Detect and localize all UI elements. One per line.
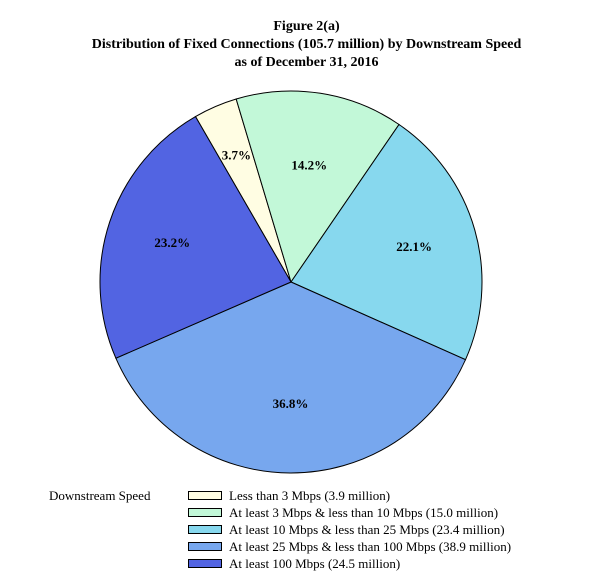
slice-label-1: 3.7% bbox=[222, 147, 251, 162]
legend-swatch-5 bbox=[188, 559, 222, 568]
legend-item-4: At least 25 Mbps & less than 100 Mbps (3… bbox=[188, 538, 511, 555]
slice-label-5: 23.2% bbox=[154, 235, 190, 250]
legend-item-5: At least 100 Mbps (24.5 million) bbox=[188, 555, 511, 572]
legend-item-1: Less than 3 Mbps (3.9 million) bbox=[188, 487, 511, 504]
legend-label-5: At least 100 Mbps (24.5 million) bbox=[229, 555, 401, 571]
figure-number: Figure 2(a) bbox=[273, 19, 340, 34]
slice-label-4: 36.8% bbox=[273, 396, 309, 411]
pie-slice-3 bbox=[290, 123, 483, 361]
legend-swatch-3 bbox=[188, 525, 222, 534]
legend-label-3: At least 10 Mbps & less than 25 Mbps (23… bbox=[229, 521, 505, 537]
title-line-1: Distribution of Fixed Connections (105.7… bbox=[91, 37, 522, 52]
pie-slice-5 bbox=[99, 115, 292, 359]
title-line-2: as of December 31, 2016 bbox=[234, 55, 379, 70]
legend-item-3: At least 10 Mbps & less than 25 Mbps (23… bbox=[188, 521, 511, 538]
legend-swatch-4 bbox=[188, 542, 222, 551]
legend-swatch-1 bbox=[188, 491, 222, 500]
legend-item-2: At least 3 Mbps & less than 10 Mbps (15.… bbox=[188, 504, 511, 521]
legend-heading: Downstream Speed bbox=[49, 488, 151, 503]
chart-title: Figure 2(a) Distribution of Fixed Connec… bbox=[0, 18, 613, 72]
legend-label-1: Less than 3 Mbps (3.9 million) bbox=[229, 487, 391, 503]
pie-slice-2 bbox=[235, 90, 400, 284]
legend-swatch-2 bbox=[188, 508, 222, 517]
legend-label-2: At least 3 Mbps & less than 10 Mbps (15.… bbox=[229, 504, 499, 520]
legend: Less than 3 Mbps (3.9 million) At least 3… bbox=[188, 487, 511, 572]
slice-label-2: 14.2% bbox=[291, 157, 327, 172]
pie-slice-4 bbox=[115, 281, 467, 474]
slice-label-3: 22.1% bbox=[396, 239, 432, 254]
legend-label-4: At least 25 Mbps & less than 100 Mbps (3… bbox=[229, 538, 512, 554]
